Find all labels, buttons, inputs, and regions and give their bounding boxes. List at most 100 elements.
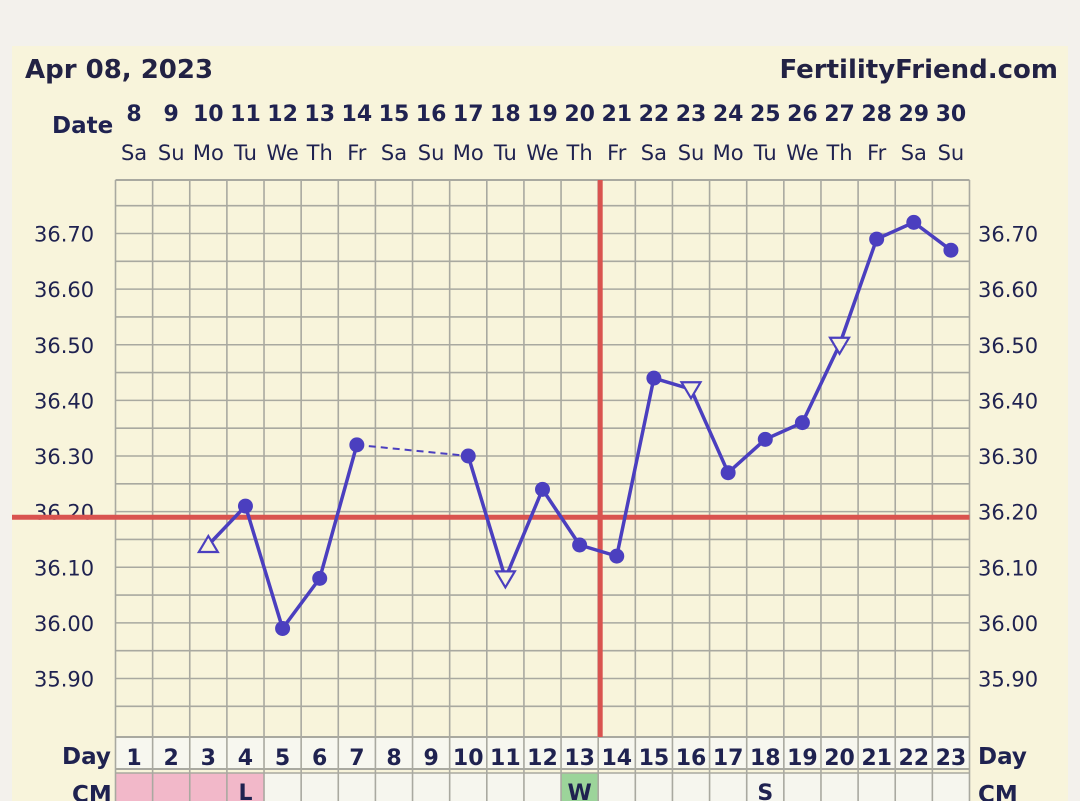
date-label: 9 <box>164 102 179 127</box>
cm-cell <box>301 773 339 801</box>
temperature-segment <box>243 504 285 631</box>
cm-color-cell <box>189 773 227 801</box>
cm-color-cell <box>226 773 265 801</box>
temperature-point <box>572 537 588 553</box>
cm-color-cell <box>115 773 153 801</box>
date-label: 26 <box>787 102 818 127</box>
cycle-day-label: 1 <box>126 746 141 771</box>
date-label: 10 <box>193 102 224 127</box>
temperature-segment <box>912 220 953 252</box>
date-label: 16 <box>416 102 447 127</box>
cycle-day-label: 20 <box>824 746 855 771</box>
weekday-label: Sa <box>121 141 147 165</box>
temperature-segment <box>466 454 508 581</box>
y-tick-label-right: 36.70 <box>978 223 1038 247</box>
date-label: 11 <box>230 102 261 127</box>
cycle-day-label: 5 <box>275 746 290 771</box>
page-top-strip <box>0 0 1080 46</box>
cm-cell <box>264 773 302 801</box>
y-tick-label-left: 36.10 <box>34 556 94 580</box>
temperature-point-open-down-triangle <box>493 570 517 590</box>
temperature-point <box>312 570 328 586</box>
weekday-label: We <box>266 141 298 165</box>
temperature-segment <box>540 487 582 547</box>
date-label: 12 <box>267 102 298 127</box>
weekday-label: Mo <box>193 141 224 165</box>
temperature-segment <box>726 437 768 475</box>
date-label: 22 <box>639 102 670 127</box>
cycle-day-label: 10 <box>453 746 484 771</box>
y-tick-label-right: 36.10 <box>978 556 1038 580</box>
y-tick-label-left: 36.50 <box>34 334 94 358</box>
date-label: 13 <box>304 102 335 127</box>
cycle-day-label: 22 <box>898 746 929 771</box>
weekday-label: Fr <box>867 141 887 165</box>
y-tick-label-left: 36.60 <box>34 278 94 302</box>
cm-cell <box>635 773 673 801</box>
temperature-point <box>794 415 810 431</box>
temperature-point <box>646 370 662 386</box>
y-tick-label-left: 36.30 <box>34 445 94 469</box>
weekday-label: We <box>526 141 558 165</box>
temperature-segment <box>615 376 656 558</box>
cycle-day-label: 13 <box>564 746 595 771</box>
temperature-point <box>534 481 550 497</box>
cm-cell <box>412 773 450 801</box>
y-tick-label-right: 36.00 <box>978 612 1038 636</box>
cycle-day-label: 21 <box>861 746 892 771</box>
temperature-point-open-up-triangle <box>196 533 220 554</box>
y-tick-label-left: 36.00 <box>34 612 94 636</box>
y-tick-label-left: 35.90 <box>34 668 94 692</box>
temperature-point <box>460 448 476 464</box>
cycle-day-label: 6 <box>312 746 327 771</box>
cycle-day-label: 12 <box>527 746 558 771</box>
y-tick-label-left: 36.40 <box>34 389 94 413</box>
y-tick-label-left: 36.70 <box>34 223 94 247</box>
cycle-day-label: 17 <box>713 746 744 771</box>
day-row-label-right: Day <box>978 744 1027 770</box>
cm-row-label-right: CM <box>978 782 1018 801</box>
temperature-point <box>869 231 885 247</box>
cm-color-cell <box>561 773 599 801</box>
temperature-segment <box>800 343 842 425</box>
cm-cell <box>672 773 710 801</box>
temperature-point <box>275 620 291 636</box>
temperature-segment <box>503 487 545 581</box>
weekday-label: Fr <box>347 141 367 165</box>
weekday-label: Su <box>938 141 965 165</box>
cm-cell <box>895 773 933 801</box>
cycle-day-label: 23 <box>936 746 967 771</box>
cycle-day-label: 11 <box>490 746 521 771</box>
temperature-point-open-down-triangle <box>828 336 851 356</box>
temperature-point <box>349 437 365 453</box>
cycle-day-label: 15 <box>639 746 670 771</box>
temperature-point <box>757 431 773 447</box>
weekday-label: Mo <box>713 141 744 165</box>
cm-color-cell <box>152 773 190 801</box>
date-label: 21 <box>601 102 632 127</box>
cycle-day-label: 4 <box>238 746 253 771</box>
cm-cell <box>746 773 784 801</box>
weekday-label: Th <box>825 141 852 165</box>
weekday-label: Su <box>418 141 445 165</box>
weekday-label: Sa <box>641 141 667 165</box>
cm-cell <box>598 773 636 801</box>
y-tick-label-right: 36.40 <box>978 389 1038 413</box>
temperature-segment <box>280 576 322 631</box>
cm-code: W <box>567 781 591 801</box>
weekday-label: Tu <box>233 141 257 165</box>
cycle-day-label: 3 <box>201 746 216 771</box>
cm-row-label-left: CM <box>72 782 112 801</box>
weekday-label: Tu <box>493 141 517 165</box>
cm-cell <box>709 773 747 801</box>
cm-cell <box>486 773 524 801</box>
cm-cell <box>375 773 413 801</box>
weekday-label: Su <box>158 141 185 165</box>
bbt-chart: Apr 08, 2023 FertilityFriend.com Date Da… <box>12 55 1058 801</box>
weekday-label: Mo <box>453 141 484 165</box>
temperature-point-open-down-triangle <box>679 381 703 401</box>
temperature-point <box>237 498 253 514</box>
date-label: 19 <box>527 102 558 127</box>
date-label: 25 <box>750 102 781 127</box>
cycle-day-label: 9 <box>423 746 438 771</box>
